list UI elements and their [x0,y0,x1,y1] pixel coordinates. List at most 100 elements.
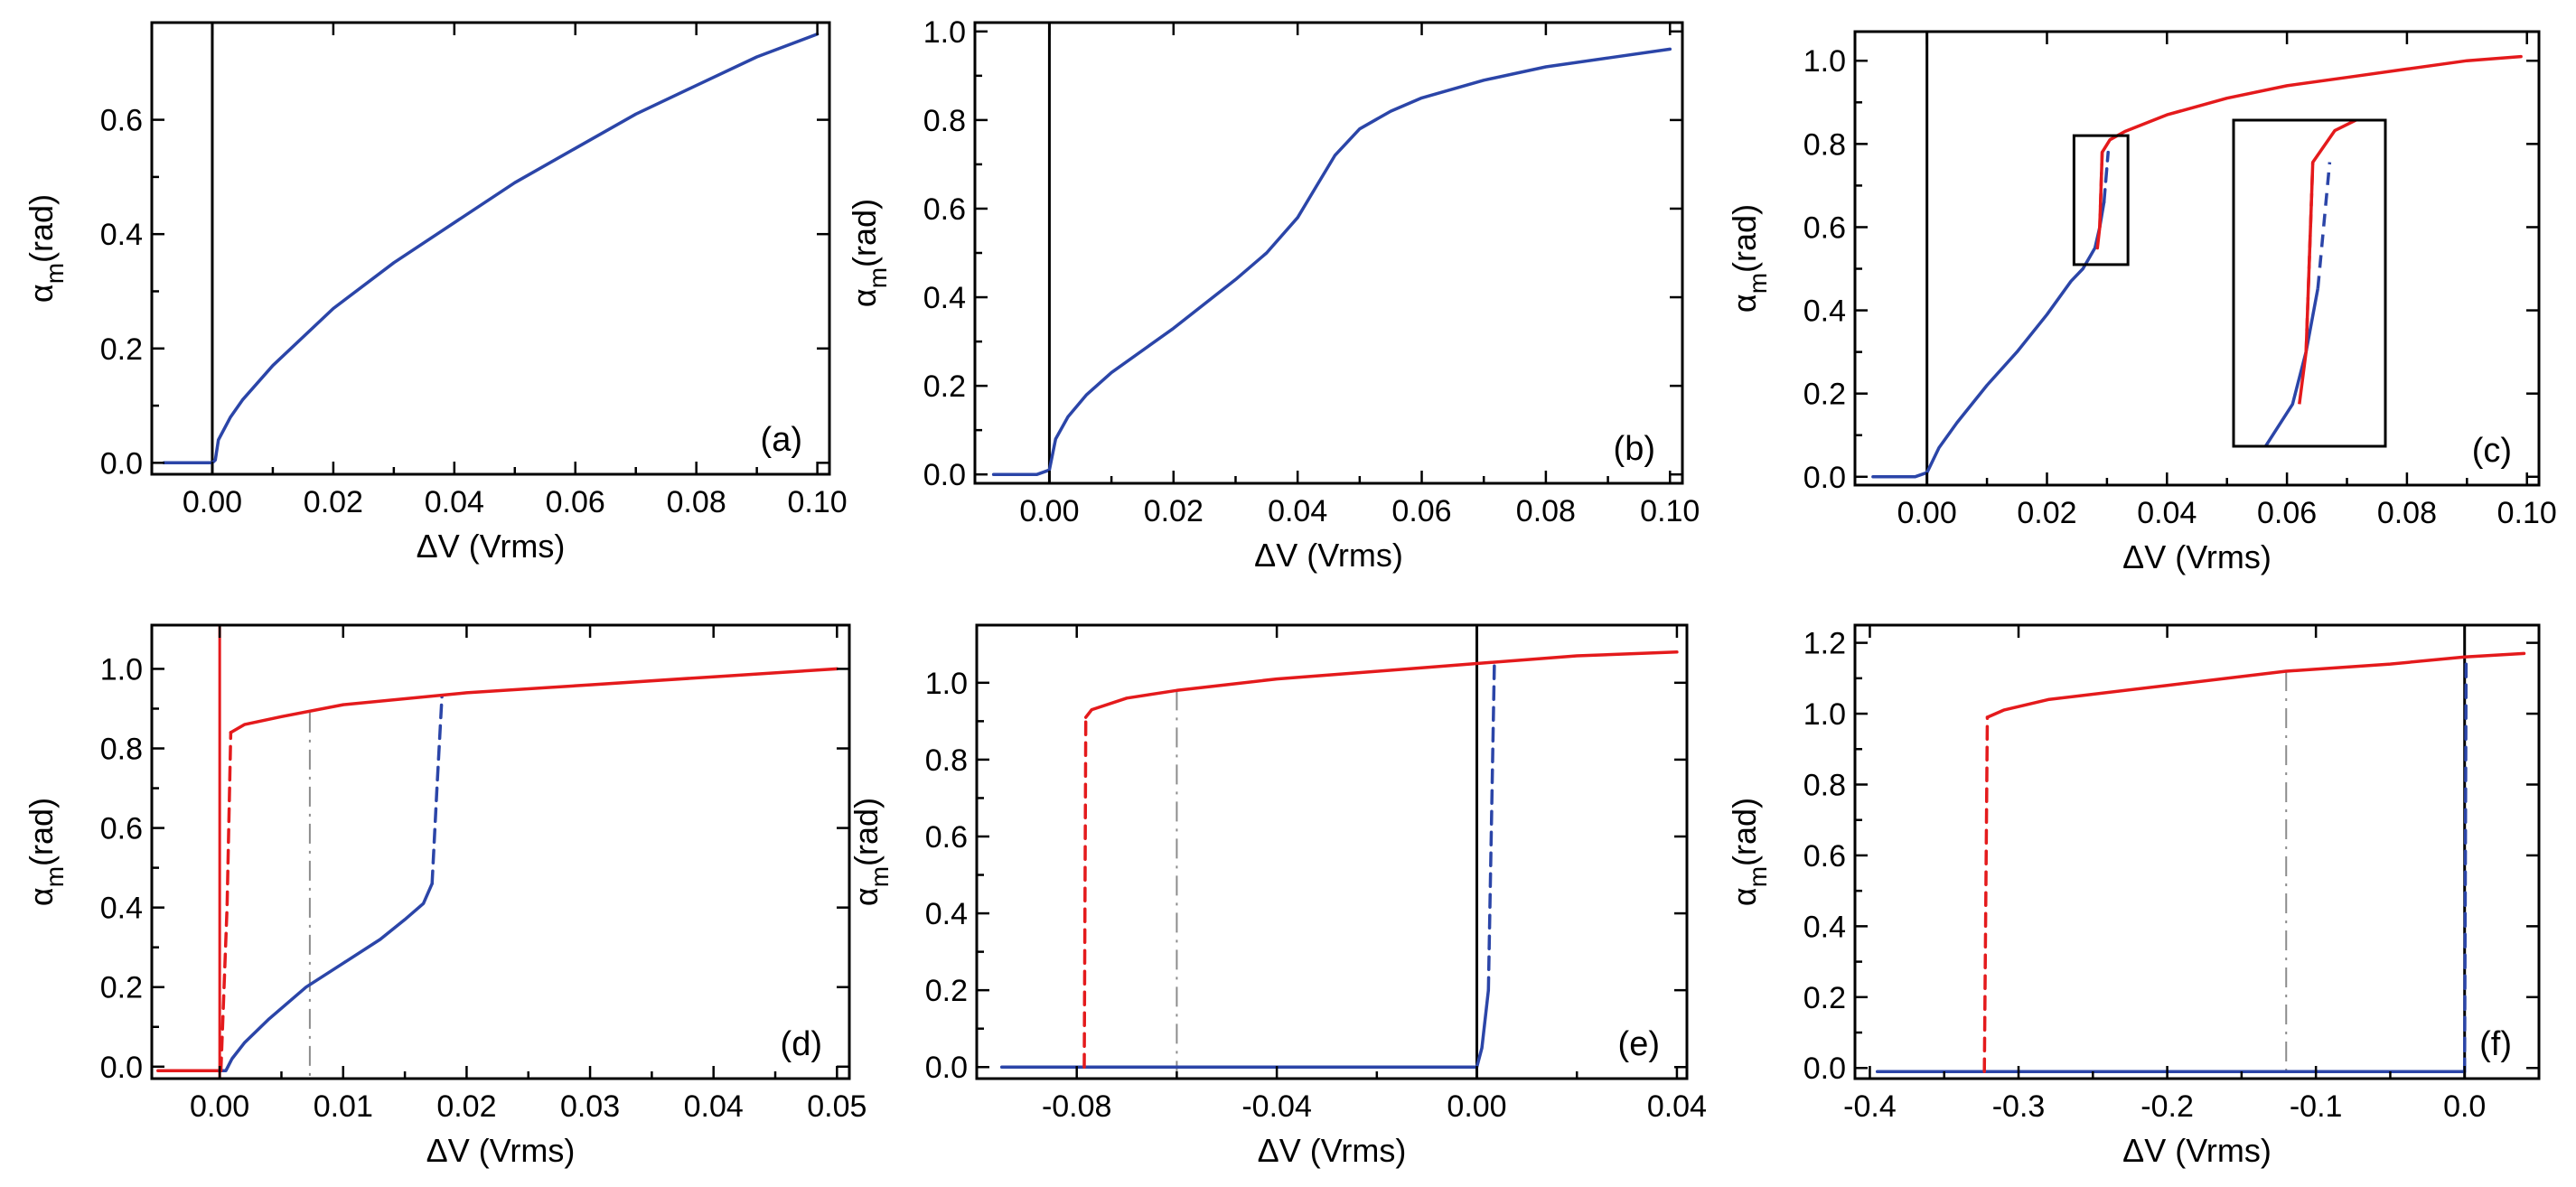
x-tick-label: 0.02 [1144,494,1204,528]
series-f-downward-jump [1982,715,1990,1073]
series-e-upward-jump [1486,661,1496,992]
y-axis-subscript: m [41,866,69,887]
y-tick-label: 0.2 [100,971,143,1005]
series-e-downward-jump [1082,715,1088,1069]
y-axis-title: αm(rad) [848,798,894,906]
y-axis-title: αm(rad) [23,194,69,303]
x-tick-label: 0.04 [684,1089,744,1124]
y-tick-label: 1.0 [1803,44,1846,79]
panel-e: -0.08 -0.04 0.00 0.04 0.0 0.2 0.4 0.6 0.8 1.0 ΔV (… [848,623,1707,1169]
y-tick-label: 0.0 [100,446,143,481]
x-tick-label: 0.02 [436,1089,496,1124]
y-axis-subscript: m [866,866,894,887]
x-tick-label: 0.08 [667,485,726,519]
y-axis-unit: (rad) [23,194,60,263]
panel-c: 0.00 0.02 0.04 0.06 0.08 0.10 0.0 0.2 0.4 0.6 0.8 1… [1726,30,2557,575]
x-axis-title: ΔV (Vrms) [426,1132,576,1169]
x-tick-label: 0.02 [304,485,363,519]
inset-series-c-downward [2298,120,2360,405]
y-axis-symbol: α [23,284,60,303]
y-axis-symbol: α [848,887,885,906]
series-e-downward [1083,650,1679,719]
x-tick-label: 0.00 [1447,1089,1506,1124]
y-tick-label: 0.6 [100,104,143,138]
x-tick-label: 0.10 [2497,496,2557,530]
panel-d: 0.00 0.01 0.02 0.03 0.04 0.05 0.0 0.2 0.4 0.6 0.8 1… [23,623,866,1169]
y-tick-label: 0.6 [1803,839,1846,874]
panel-label-e: (e) [1618,1025,1660,1063]
x-tick-label: 0.04 [1268,494,1327,528]
plot-frame-d [150,623,851,1080]
y-tick-label: 1.0 [923,15,966,50]
panel-f: -0.4 -0.3 -0.2 -0.1 0.0 0.0 0.2 0.4 0.6 0.8 1.0 1.2… [1726,623,2541,1169]
y-axis-unit: (rad) [23,798,60,866]
series-d-downward [229,667,839,734]
y-axis-symbol: α [1726,294,1763,313]
y-tick-label: 0.6 [923,192,966,227]
panel-a: 0.00 0.02 0.04 0.06 0.08 0.10 0.0 0.2 0.4 0.6 ΔV (… [23,21,848,565]
y-axis-title: αm(rad) [23,798,69,906]
y-tick-label: 0.0 [100,1051,143,1085]
plot-frame-c [1853,30,2541,487]
panel-b: 0.00 0.02 0.04 0.06 0.08 0.10 0.0 0.2 0.4 0.6 0.8 1… [846,15,1700,574]
x-tick-label: 0.10 [788,485,848,519]
series-f-downward [1985,651,2526,719]
x-tick-label: -0.04 [1241,1089,1312,1124]
y-tick-label: 0.4 [100,892,143,926]
x-tick-label: 0.02 [2017,496,2076,530]
y-tick-label: 0.6 [925,820,968,855]
x-tick-label: 0.06 [2257,496,2317,530]
x-tick-label: -0.08 [1042,1089,1112,1124]
y-tick-label: 0.4 [925,897,968,931]
x-axis-title: ΔV (Vrms) [2122,538,2272,575]
y-axis-title: αm(rad) [846,199,892,307]
x-tick-label: 0.00 [1019,494,1079,528]
y-tick-label: 0.2 [923,369,966,404]
y-axis-subscript: m [41,263,69,284]
y-axis-symbol: α [1726,887,1763,906]
y-tick-label: 0.2 [925,974,968,1008]
y-tick-label: 0.0 [1803,461,1846,495]
inset-series-c-upward [2263,287,2320,446]
y-tick-label: 0.8 [923,104,966,138]
series-c-upward-jump [2102,150,2110,204]
y-tick-label: 0.4 [923,281,966,315]
x-axis-title: ΔV (Vrms) [1258,1132,1407,1169]
y-axis-subscript: m [864,267,892,288]
y-tick-label: 1.0 [100,652,143,687]
y-tick-label: 0.8 [100,733,143,767]
series-a-upward [162,32,820,465]
y-tick-label: 1.2 [1803,627,1846,661]
x-axis-title: ΔV (Vrms) [417,528,566,565]
y-tick-label: 0.6 [100,812,143,846]
x-tick-label: 0.05 [807,1089,866,1124]
plot-frame-a [150,21,831,476]
series-f-upward-jump [2462,655,2468,1073]
x-tick-label: -0.4 [1843,1089,1897,1124]
x-tick-label: 0.00 [183,485,242,519]
x-tick-label: 0.00 [1897,496,1957,530]
x-tick-label: 0.04 [2137,496,2197,530]
y-tick-label: 0.0 [925,1051,968,1085]
y-tick-label: 0.6 [1803,210,1846,245]
y-tick-label: 0.8 [1803,768,1846,802]
x-tick-label: 0.04 [1647,1089,1707,1124]
y-axis-unit: (rad) [1726,204,1763,273]
panel-label-b: (b) [1614,430,1655,468]
y-axis-symbol: α [846,288,883,307]
panel-label-d: (d) [781,1025,822,1063]
x-tick-label: 0.0 [2443,1089,2486,1124]
x-tick-label: 0.01 [314,1089,373,1124]
series-d-upward-jump [430,695,444,885]
y-axis-title: αm(rad) [1726,798,1772,906]
series-c-downward [2095,54,2523,250]
y-tick-label: 0.0 [1803,1051,1846,1086]
y-tick-label: 0.4 [1803,910,1846,944]
y-axis-symbol: α [23,887,60,906]
series-d-upward [218,882,434,1072]
x-tick-label: -0.2 [2140,1089,2194,1124]
y-tick-label: 1.0 [1803,697,1846,732]
x-tick-label: -0.1 [2290,1089,2343,1124]
x-tick-label: 0.08 [1516,494,1576,528]
